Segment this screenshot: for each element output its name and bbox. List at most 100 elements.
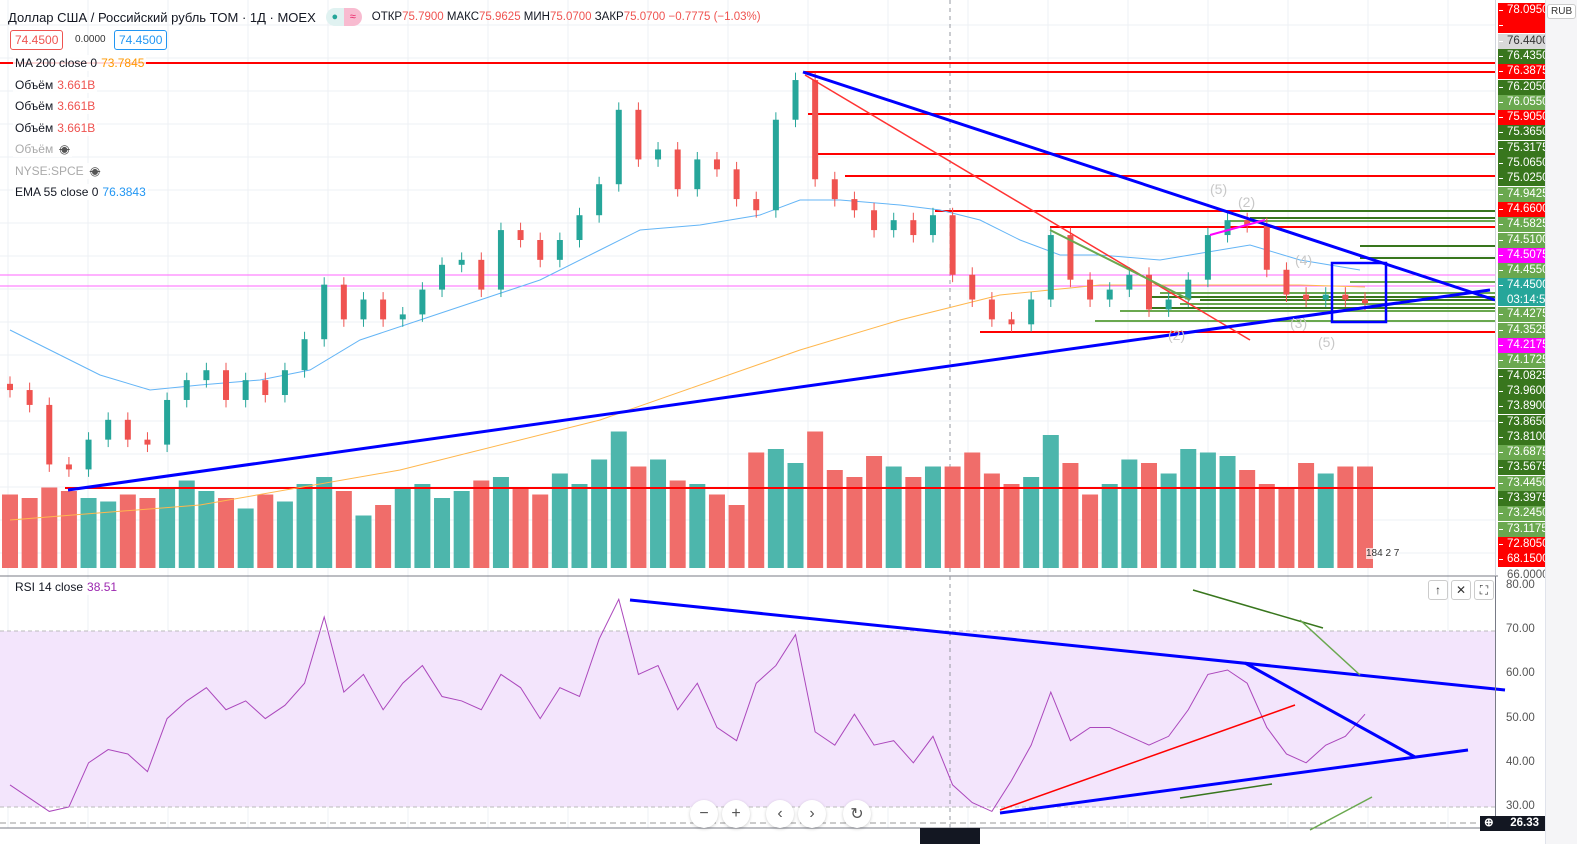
rsi-axis-label: 50.00 <box>1506 711 1535 724</box>
indicator-legend[interactable]: EMA 55 close 0 76.3843 <box>13 184 148 200</box>
candle-body <box>1204 235 1211 280</box>
add-plus-icon[interactable]: ⊕ <box>1484 817 1494 829</box>
price-axis-label: 75.0250 <box>1498 171 1549 187</box>
scroll-right-button[interactable]: › <box>798 800 826 828</box>
candle-body <box>1244 220 1251 226</box>
volume-bar <box>669 480 686 568</box>
candle-body <box>1224 220 1231 236</box>
candle-body <box>694 159 701 190</box>
candle-body <box>1263 225 1270 270</box>
svg-text:(2): (2) <box>1238 194 1255 210</box>
close-pane-icon[interactable]: ✕ <box>1451 580 1471 600</box>
candle-body <box>183 380 190 400</box>
volume-bar <box>139 498 156 568</box>
indicator-name: Объём <box>15 99 54 113</box>
candle-body <box>1342 294 1349 300</box>
candle-body <box>1303 294 1310 300</box>
volume-bar <box>41 487 58 568</box>
indicator-legend[interactable]: Объём ◉ <box>13 141 72 157</box>
volume-bar <box>1003 484 1020 568</box>
candle-body <box>713 159 720 170</box>
indicator-legend[interactable]: NYSE:SPCE ◉ <box>13 162 103 179</box>
volume-bar <box>434 498 451 568</box>
candle-body <box>65 464 72 470</box>
ohlc-values: ОТКР75.7900 МАКС75.9625 МИН75.0700 ЗАКР7… <box>371 11 761 23</box>
price-axis-label: 74.9425 <box>1498 186 1549 202</box>
candle-body <box>46 404 53 465</box>
indicator-legend[interactable]: Объём 3.661B <box>13 76 98 93</box>
candle-body <box>1106 289 1113 300</box>
candle-body <box>674 149 681 190</box>
zoom-out-button[interactable]: − <box>690 800 718 828</box>
candle-body <box>1008 319 1015 325</box>
volume-bar <box>708 494 725 568</box>
price-axis-label: 74.6600 <box>1498 201 1549 217</box>
candle-body <box>851 199 858 211</box>
candle-body <box>439 264 446 290</box>
candle-body <box>281 370 288 396</box>
currency-badge[interactable]: RUB <box>1547 4 1577 19</box>
candle-body <box>753 199 760 211</box>
sell-button[interactable]: 74.4500 <box>10 30 64 50</box>
volume-bar <box>276 501 293 568</box>
rsi-polyline <box>9 597 1366 813</box>
volume-bar <box>2 494 18 568</box>
volume-marker-label: 184 2 7 <box>1366 548 1400 559</box>
volume-bar <box>1160 473 1177 568</box>
indicator-name: MA 200 close 0 <box>15 56 98 70</box>
volume-bar <box>846 477 863 568</box>
price-axis[interactable]: 78.0950 76.4400 76.4350 76.3875 76.2050 76.05… <box>1495 0 1552 583</box>
rsi-drawings[interactable] <box>629 589 1506 831</box>
countdown-timer: 03:14:50 <box>1507 294 1552 307</box>
eye-off-icon[interactable]: ◉ <box>59 142 70 156</box>
volume-bar <box>1121 459 1138 568</box>
price-axis-label: 73.6875 <box>1498 445 1549 461</box>
volume-bar <box>335 491 352 568</box>
trendline-drawings[interactable] <box>67 70 1496 492</box>
candle-body <box>812 80 819 180</box>
reset-chart-button[interactable]: ↻ <box>843 800 871 828</box>
volume-bar <box>1023 477 1040 568</box>
market-status[interactable]: ● ≈ <box>325 8 362 26</box>
candle-body <box>7 383 13 391</box>
indicator-legend[interactable]: Объём 3.661B <box>13 98 98 114</box>
rsi-axis-label: 30.00 <box>1506 800 1535 812</box>
volume-bar <box>689 484 706 568</box>
candle-body <box>655 149 662 160</box>
indicator-legend[interactable]: MA 200 close 0 73.7845 <box>13 55 147 71</box>
volume-bar <box>1042 435 1059 568</box>
crosshair-time-label <box>920 828 980 844</box>
volume-bar <box>728 505 745 568</box>
move-up-icon[interactable]: ↑ <box>1428 580 1448 600</box>
maximize-pane-icon[interactable]: ⛶ <box>1474 580 1494 600</box>
candles <box>7 72 1368 477</box>
ma200-line <box>9 284 1366 521</box>
zoom-in-button[interactable]: + <box>722 800 750 828</box>
right-toolbar[interactable] <box>1545 0 1577 844</box>
scroll-left-button[interactable]: ‹ <box>766 800 794 828</box>
volume-bar <box>551 473 568 568</box>
svg-text:(3): (3) <box>1290 315 1307 331</box>
candle-body <box>537 240 544 260</box>
indicator-legend[interactable]: Объём 3.661B <box>13 119 98 136</box>
price-axis-label: 74.5825 <box>1498 217 1549 233</box>
volume-bar <box>807 431 824 568</box>
rsi-band <box>0 631 1495 807</box>
indicator-name: NYSE:SPCE <box>15 163 84 178</box>
symbol-title[interactable]: Доллар США / Российский рубль TOM · 1Д ·… <box>8 9 316 25</box>
rsi-axis[interactable]: 80.00 70.00 60.00 50.00 40.00 30.00 <box>1495 576 1545 828</box>
symbol-header: Доллар США / Российский рубль TOM · 1Д ·… <box>8 8 761 26</box>
candle-body <box>242 380 249 400</box>
buy-button[interactable]: 74.4500 <box>114 30 168 50</box>
volume-bar <box>394 487 411 568</box>
eye-off-icon[interactable]: ◉ <box>89 163 101 178</box>
price-axis-label: 66.0000 <box>1498 567 1549 583</box>
horizontal-levels <box>0 62 1495 489</box>
rsi-legend[interactable]: RSI 14 close 38.51 <box>13 579 120 595</box>
price-axis-label: 74.5075 <box>1498 247 1549 263</box>
volume-bar <box>453 491 470 568</box>
candle-body <box>419 289 426 315</box>
price-axis-label: 75.9050 <box>1498 110 1549 126</box>
svg-text:(2): (2) <box>1168 327 1185 343</box>
